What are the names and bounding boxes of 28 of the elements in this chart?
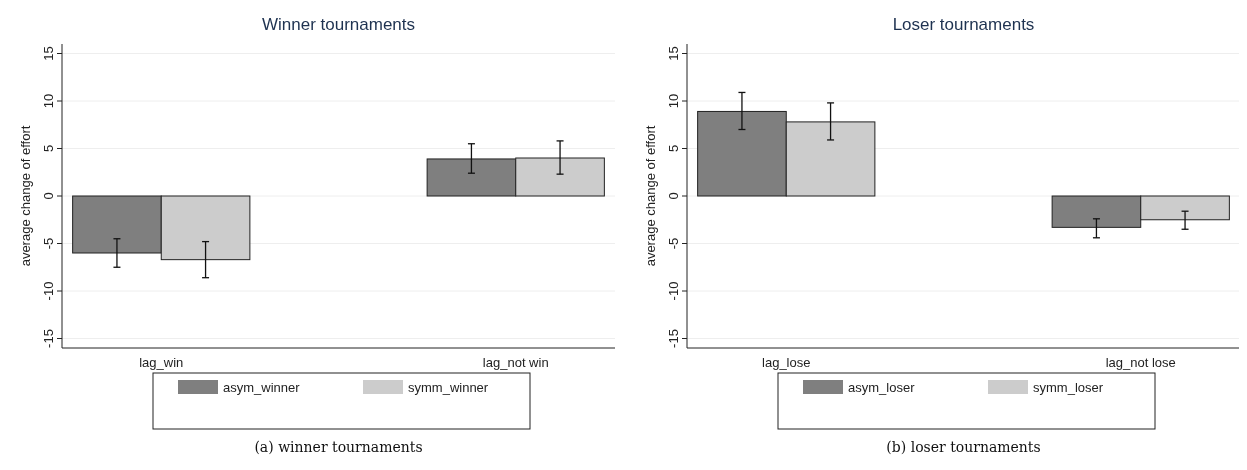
x-tick-label: lag_lose: [762, 355, 811, 370]
legend-label: asym_winner: [223, 380, 301, 395]
y-tick-label: 0: [666, 192, 681, 200]
x-tick-label: lag_win: [139, 355, 184, 370]
y-tick-label: 15: [666, 46, 681, 61]
x-tick-label: lag_not lose: [1105, 355, 1176, 370]
y-axis-title: average change of effort: [18, 125, 33, 267]
legend-label: asym_loser: [848, 380, 916, 395]
y-tick-label: 0: [41, 192, 56, 200]
y-tick-label: 10: [41, 93, 56, 109]
legend-label: symm_winner: [408, 380, 489, 395]
y-axis-title: average change of effort: [643, 125, 658, 267]
y-tick-label: 10: [666, 93, 681, 109]
text: (a) winner tournaments: [254, 439, 423, 455]
text: (b) loser tournaments: [886, 439, 1041, 455]
y-tick-label: -5: [41, 237, 56, 250]
chart-title: Winner tournaments: [261, 15, 416, 34]
legend-label: symm_loser: [1033, 380, 1104, 395]
y-tick-label: -10: [666, 281, 681, 301]
y-tick-label: -15: [41, 329, 56, 348]
y-tick-label: -15: [666, 329, 681, 348]
x-tick-label: lag_not win: [482, 355, 549, 370]
y-tick-label: -5: [666, 237, 681, 250]
chart-title: Loser tournaments: [892, 15, 1035, 34]
y-tick-label: 5: [666, 144, 681, 153]
y-tick-label: 15: [41, 46, 56, 61]
y-tick-label: -10: [41, 281, 56, 301]
y-tick-label: 5: [41, 144, 56, 153]
